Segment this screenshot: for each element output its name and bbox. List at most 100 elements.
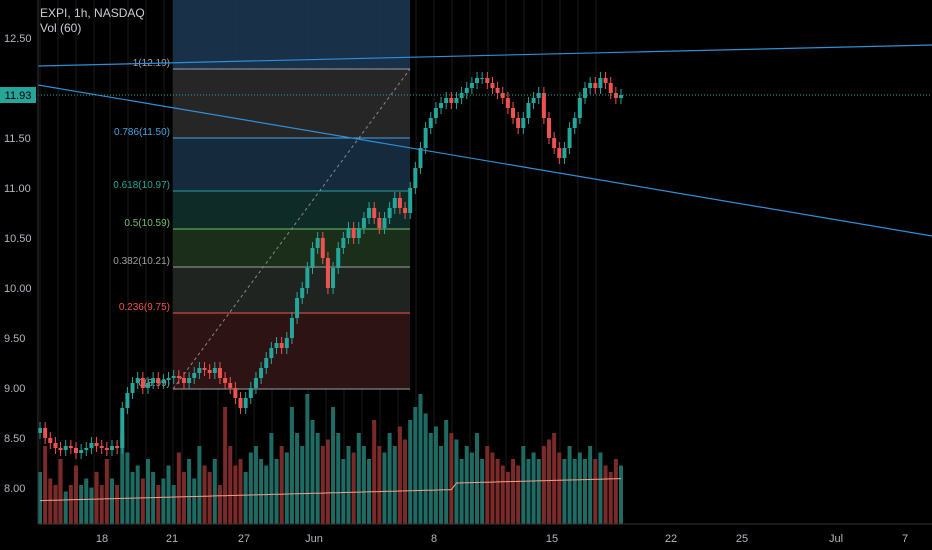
volume-bar (104, 459, 109, 524)
candle-body (495, 88, 500, 93)
candle-body (305, 268, 310, 288)
fibonacci-retracement[interactable]: 1(12.19)0.786(11.50)0.618(10.97)0.5(10.5… (113, 0, 411, 390)
volume-bar (166, 465, 171, 524)
y-axis-tick-label: 11.00 (4, 183, 31, 195)
volume-bar (48, 478, 53, 524)
volume-bar (413, 407, 418, 524)
volume-bar (115, 485, 120, 524)
candle-body (367, 208, 372, 218)
candle-body (572, 118, 577, 128)
candle-body (115, 446, 120, 448)
candle-body (289, 318, 294, 338)
volume-bar (449, 433, 454, 524)
current-price-badge (0, 87, 36, 103)
volume-bar (269, 433, 274, 524)
fib-level-label: 0.618(10.97) (113, 180, 170, 191)
volume-bar (377, 446, 382, 524)
candle-body (207, 370, 212, 373)
volume-bar (433, 426, 438, 524)
candle-body (619, 95, 623, 98)
candle-body (475, 78, 480, 83)
candle-body (547, 118, 552, 138)
volume-bar (361, 446, 366, 524)
volume-bar (125, 452, 130, 524)
candle-body (346, 228, 351, 238)
candle-body (511, 108, 516, 118)
candle-body (531, 98, 536, 103)
fib-extension-zone (173, 0, 410, 69)
candle-body (454, 98, 459, 103)
volume-bar (577, 452, 582, 524)
candle-body (516, 118, 521, 128)
candle-body (552, 138, 557, 148)
volume-bar (63, 491, 68, 524)
volume-bar (552, 433, 557, 524)
candle-body (577, 98, 582, 118)
volume-bar (392, 446, 397, 524)
volume-bar (464, 446, 469, 524)
volume-bar (253, 446, 258, 524)
volume-bar (428, 433, 433, 524)
volume-bar (619, 465, 623, 524)
volume-bar (223, 407, 228, 524)
candle-body (120, 408, 125, 448)
candle-body (274, 343, 279, 348)
candle-body (228, 383, 233, 388)
volume-bar (459, 459, 464, 524)
volume-bar (495, 459, 500, 524)
volume-bar (588, 446, 593, 524)
candle-body (469, 83, 474, 88)
candle-body (284, 338, 289, 348)
y-axis-tick-label: 10.50 (4, 233, 32, 245)
candle-body (403, 208, 408, 213)
candle-body (109, 446, 114, 450)
candle-body (176, 376, 181, 378)
volume-indicator-label[interactable]: Vol (60) (40, 21, 82, 35)
volume-bar (99, 485, 104, 524)
candle-body (541, 93, 546, 118)
candle-body (361, 218, 366, 228)
candle-body (58, 448, 63, 450)
volume-bar (480, 459, 485, 524)
volume-bar (300, 446, 305, 524)
candle-body (89, 443, 94, 448)
y-axis-tick-label: 9.50 (4, 333, 25, 345)
volume-bar (43, 446, 48, 524)
candle-body (351, 228, 356, 238)
volume-bar (320, 446, 325, 524)
candle-body (603, 78, 608, 83)
candle-body (536, 93, 541, 98)
volume-bar (505, 472, 510, 524)
candle-body (356, 228, 361, 238)
candle-body (53, 443, 58, 448)
volume-bar (567, 446, 572, 524)
volume-bar (79, 485, 84, 524)
candle-body (480, 78, 485, 79)
volume-bar (145, 459, 150, 524)
volume-bar (331, 407, 336, 524)
volume-moving-average (39, 478, 622, 502)
volume-bar (181, 472, 186, 524)
candle-body (608, 83, 613, 93)
volume-bar (58, 459, 63, 524)
volume-bar (310, 420, 315, 524)
candle-body (84, 448, 89, 450)
candle-body (336, 248, 341, 268)
trendlines[interactable] (37, 44, 932, 237)
candle-body (588, 83, 593, 88)
candle-body (233, 388, 238, 398)
candle-body (151, 378, 156, 383)
symbol-title[interactable]: EXPI, 1h, NASDAQ (40, 6, 145, 20)
fib-zone (173, 267, 410, 313)
candle-body (238, 398, 243, 408)
candlesticks (38, 72, 623, 459)
volume-bar (289, 407, 294, 524)
candle-body (521, 118, 526, 128)
volume-bar (346, 446, 351, 524)
volume-bar (202, 465, 207, 524)
volume-bar (536, 459, 541, 524)
candle-body (557, 148, 562, 158)
candle-body (593, 83, 598, 88)
candle-body (295, 298, 300, 318)
